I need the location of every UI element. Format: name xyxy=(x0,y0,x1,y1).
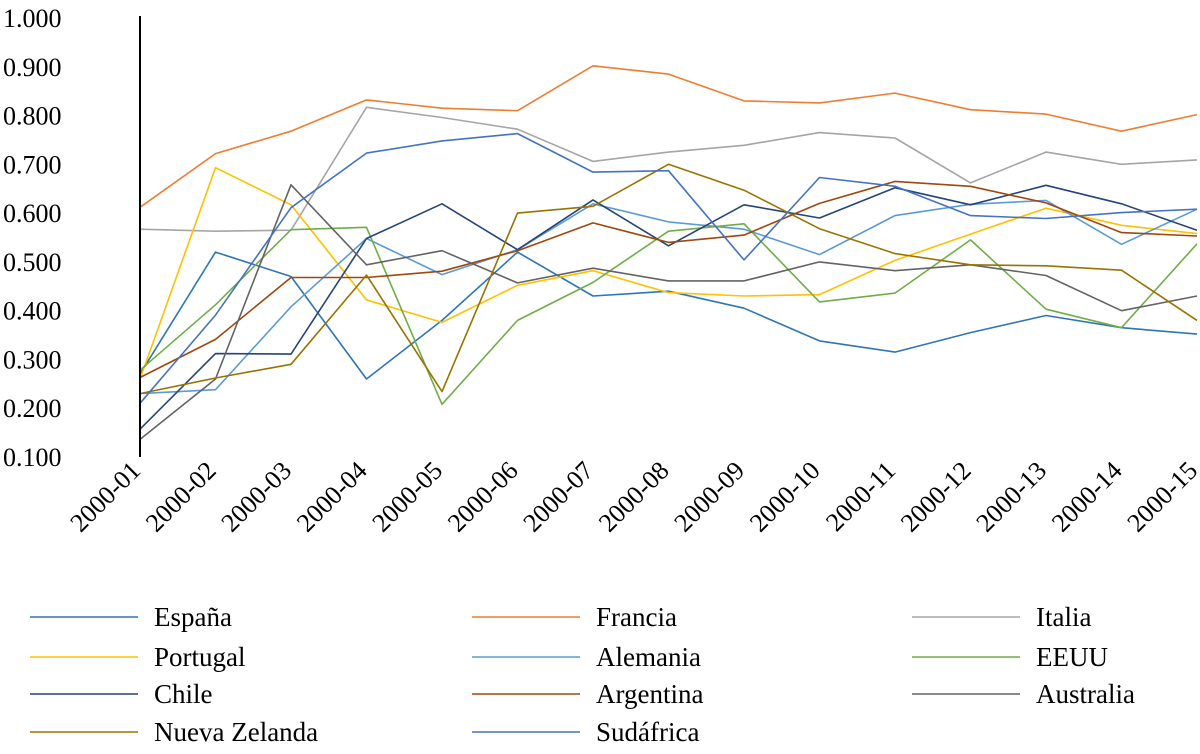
series-line-nueva-zelanda xyxy=(139,163,1198,395)
y-tick-label: 0.100 xyxy=(3,443,62,472)
series-line-espana xyxy=(139,251,1198,380)
series-line-eeuu xyxy=(139,223,1198,406)
x-tick-label: 2000-14 xyxy=(1046,456,1128,538)
legend-label: Chile xyxy=(154,679,213,709)
legend-label: Italia xyxy=(1036,602,1091,632)
y-tick-label: 0.300 xyxy=(3,345,62,374)
legend-item: Chile xyxy=(30,679,213,709)
series-lines xyxy=(139,65,1198,441)
legend-label: Argentina xyxy=(596,679,703,709)
y-tick-label: 0.200 xyxy=(3,394,62,423)
x-tick-label: 2000-08 xyxy=(593,456,675,538)
y-tick-label: 0.900 xyxy=(3,53,62,82)
y-tick-label: 0.600 xyxy=(3,199,62,228)
y-tick-label: 0.500 xyxy=(3,248,62,277)
legend-label: Alemania xyxy=(596,642,701,672)
series-line-italia xyxy=(139,106,1198,232)
series-line-francia xyxy=(139,65,1198,208)
legend-label: España xyxy=(154,602,232,632)
legend-item: Portugal xyxy=(30,642,246,672)
legend-label: Nueva Zelanda xyxy=(154,717,318,747)
legend-label: Australia xyxy=(1036,679,1135,709)
legend-item: EEUU xyxy=(912,642,1108,672)
y-tick-label: 0.800 xyxy=(3,102,62,131)
legend-item: Alemania xyxy=(472,642,701,672)
legend-item: España xyxy=(30,602,232,632)
x-tick-label: 2000-11 xyxy=(820,456,901,537)
legend: España Francia Italia Portugal Alemania EEUU C… xyxy=(30,602,1135,747)
series-line-australia xyxy=(139,184,1198,441)
legend-item: Francia xyxy=(472,602,677,632)
x-tick-label: 2000-03 xyxy=(215,456,297,538)
x-tick-label: 2000-06 xyxy=(442,456,524,538)
legend-item: Italia xyxy=(912,602,1091,632)
legend-item: Argentina xyxy=(472,679,703,709)
series-line-alemania xyxy=(139,199,1198,395)
x-tick-label: 2000-09 xyxy=(668,456,750,538)
x-tick-label: 2000-10 xyxy=(744,456,826,538)
x-tick-label: 2000-13 xyxy=(970,456,1052,538)
y-axis-tick-labels: 1.000 0.900 0.800 0.700 0.600 0.500 0.400 0.300… xyxy=(3,4,62,472)
x-tick-label: 2000-02 xyxy=(140,456,222,538)
legend-item: Sudáfrica xyxy=(472,717,699,747)
x-tick-label: 2000-12 xyxy=(895,456,977,538)
x-tick-label: 2000-15 xyxy=(1121,456,1200,538)
x-tick-label: 2000-07 xyxy=(517,456,599,538)
legend-item: Nueva Zelanda xyxy=(30,717,318,747)
legend-label: EEUU xyxy=(1036,642,1108,672)
y-tick-label: 0.700 xyxy=(3,150,62,179)
legend-item: Australia xyxy=(912,679,1135,709)
x-tick-label: 2000-01 xyxy=(64,456,146,538)
legend-label: Portugal xyxy=(154,642,246,672)
x-tick-label: 2000-04 xyxy=(291,456,373,538)
y-tick-label: 1.000 xyxy=(3,4,62,33)
legend-label: Sudáfrica xyxy=(596,717,699,747)
series-line-sudafrica xyxy=(139,132,1198,404)
x-axis-tick-labels: 2000-012000-022000-032000-042000-052000-… xyxy=(64,456,1200,538)
series-line-portugal xyxy=(139,166,1198,380)
series-line-chile xyxy=(139,184,1198,430)
x-tick-label: 2000-05 xyxy=(366,456,448,538)
y-tick-label: 0.400 xyxy=(3,297,62,326)
series-line-argentina xyxy=(139,180,1198,379)
legend-label: Francia xyxy=(596,602,677,632)
